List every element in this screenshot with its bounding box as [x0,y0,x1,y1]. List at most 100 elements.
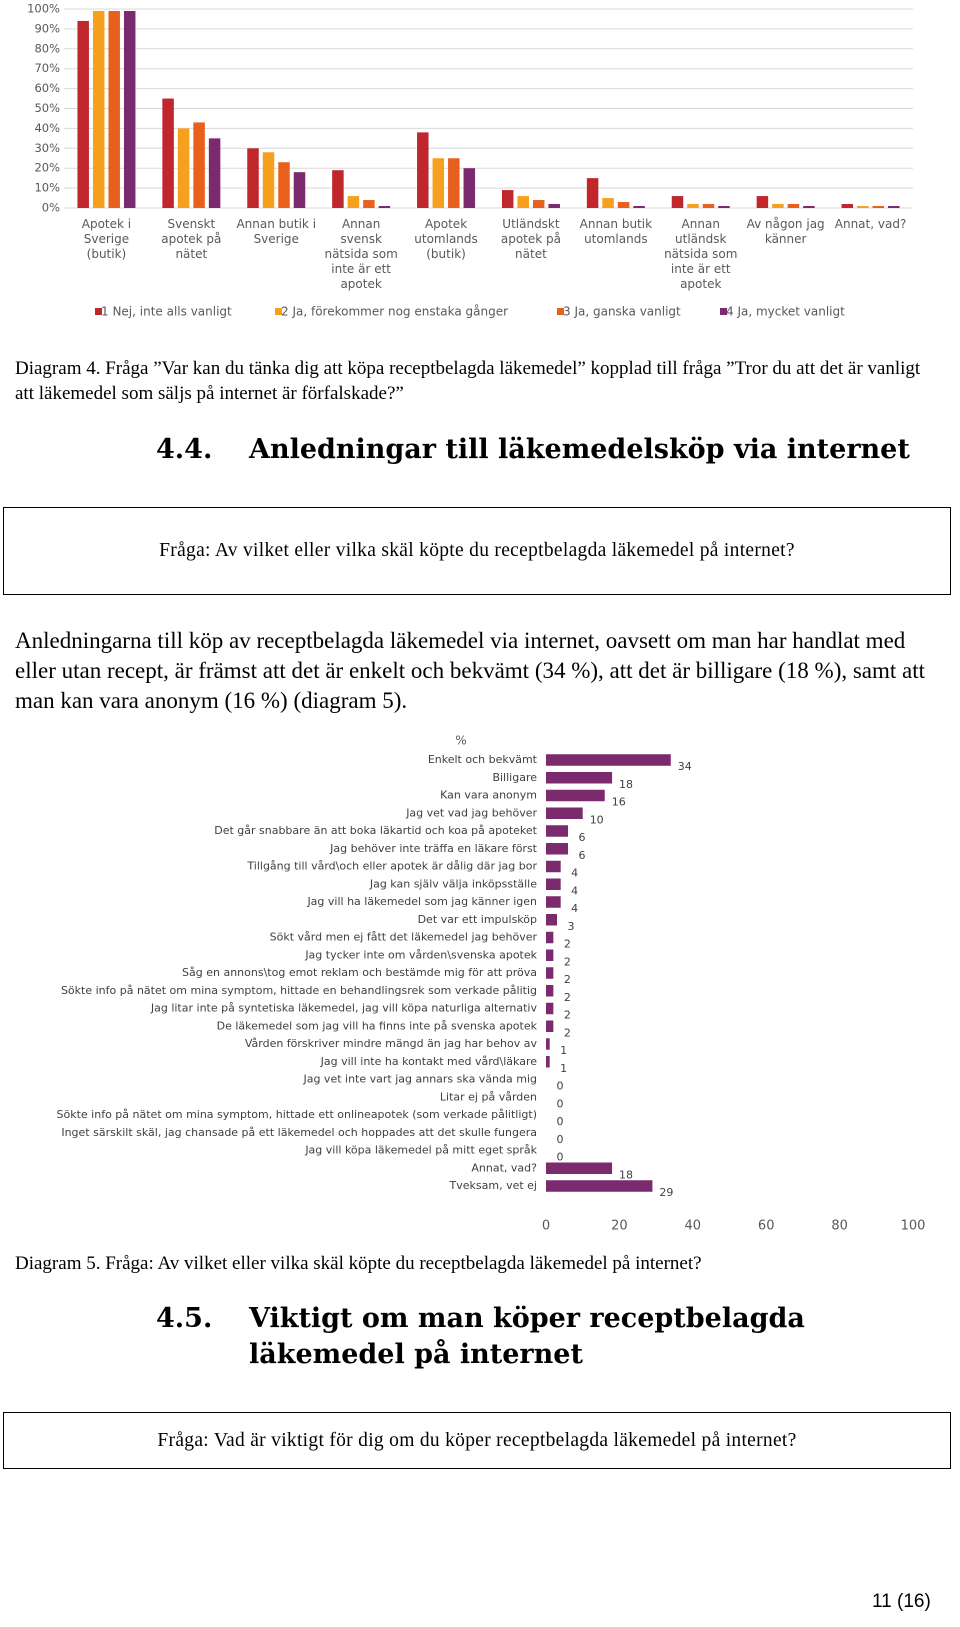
category-label: Jag kan själv välja inköpsställe [369,877,537,890]
bar [548,204,560,208]
value-label: 4 [571,902,578,915]
category-label: Annat, vad? [471,1161,537,1174]
value-label: 2 [564,1009,571,1022]
legend-swatch [275,308,282,315]
axis-label: % [455,734,466,748]
bar [532,200,545,208]
bar [586,178,599,208]
value-label: 4 [571,867,578,880]
value-label: 6 [579,831,586,844]
x-tick-label: Annan butik i Sverige [236,217,317,246]
bar [888,206,900,208]
category-label: Jag litar inte på syntetiska läkemedel, … [150,1002,538,1015]
bar [123,10,136,208]
value-label: 18 [619,778,633,791]
bar [546,878,561,890]
y-tick-label: 100% [27,2,60,16]
bar [546,807,583,819]
category-label: Såg en annons\tog emot reklam och bestäm… [182,966,537,979]
bar [363,200,375,208]
x-tick-label: Av någon jag känner [746,217,825,246]
legend-label: 1 Nej, inte alls vanligt [101,305,232,319]
bar [546,967,554,979]
bar [546,896,561,908]
y-tick-label: 0% [42,201,60,215]
bar [546,789,605,802]
bar [546,985,554,997]
bar [617,202,630,208]
value-label: 0 [557,1115,564,1128]
bar [546,931,554,944]
bar [546,1020,554,1032]
caption: Diagram 5. Fråga: Av vilket eller vilka … [15,1253,702,1274]
bar [448,158,460,208]
value-label: 0 [557,1080,564,1093]
value-label: 16 [612,796,626,809]
bar [857,206,869,208]
y-tick-label: 70% [34,61,60,75]
y-tick-label: 80% [34,41,60,55]
bar [872,206,885,208]
bar [501,190,514,208]
category-label: Jag tycker inte om vården\svenska apotek [304,948,537,961]
x-tick-label: Apotek i Sverige (butik) [81,217,132,261]
category-label: Tillgång till vård\och eller apotek är d… [246,860,537,873]
bar [546,1162,613,1174]
paragraph: Anledningarna till köp av receptbelagda … [15,628,926,713]
bar [803,206,815,208]
y-tick-label: 10% [34,181,60,195]
bar [546,772,613,784]
category-label: Jag vill ha läkemedel som jag känner ige… [306,895,537,908]
category-label: Billigare [492,771,537,784]
legend-swatch [95,308,102,315]
bar [546,843,569,855]
y-tick-label: 40% [34,121,60,135]
category-label: Sökte info på nätet om mina symptom, hit… [57,1108,537,1121]
y-tick-label: 30% [34,141,60,155]
page-number: 11 (16) [872,1591,931,1612]
bar [546,1180,653,1192]
bar [546,754,671,766]
chart-1: 0% 10% 20% 30% 40% 50% 60% 70% 80% 90% 100% 1 Nej, … [27,2,913,319]
category-label: Sökt vård men ej fått det läkemedel jag … [270,931,538,944]
x-tick-label: 0 [542,1218,550,1230]
x-tick-label: 40 [685,1218,702,1230]
category-label: Jag vill köpa läkemedel på mitt eget spr… [304,1144,537,1157]
x-tick-label: Annan butik utomlands [579,217,653,246]
bar [546,860,561,873]
legend-label: 3 Ja, ganska vanligt [563,305,681,319]
bar [633,206,645,208]
bar [687,204,699,208]
bar [378,206,391,208]
value-label: 1 [560,1044,567,1057]
bar [293,172,306,208]
y-tick-label: 60% [34,81,60,95]
category-label: Det går snabbare än att boka läkartid oc… [214,824,537,837]
bar [756,196,769,208]
section-title: Viktigt om man köper receptbelagda läkem… [249,1303,805,1370]
category-label: Kan vara anonym [440,789,537,802]
value-label: 18 [619,1168,633,1181]
x-tick-label: 20 [611,1218,628,1230]
value-label: 2 [564,938,571,951]
category-label: De läkemedel som jag vill ha finns inte … [217,1019,538,1032]
caption: Diagram 4. Fråga ”Var kan du tänka dig a… [15,358,921,404]
y-tick-label: 90% [34,21,60,35]
x-tick-label: 100 [901,1218,926,1230]
bar [546,914,558,926]
category-label: Litar ej på vården [440,1090,537,1103]
bar [417,132,429,208]
bar [278,162,290,208]
y-tick-label: 50% [34,101,60,115]
bar [177,128,190,208]
question-box: Fråga: Av vilket eller vilka skäl köpte … [3,507,951,595]
value-label: 34 [678,760,692,773]
x-tick-label: Utländskt apotek på nätet [500,217,561,261]
x-tick-label: Apotek utomlands (butik) [414,217,478,261]
value-label: 0 [557,1133,564,1146]
bar [208,138,221,208]
bar [546,1038,550,1050]
bar [77,20,89,208]
value-label: 2 [564,955,571,968]
bar [702,204,715,208]
